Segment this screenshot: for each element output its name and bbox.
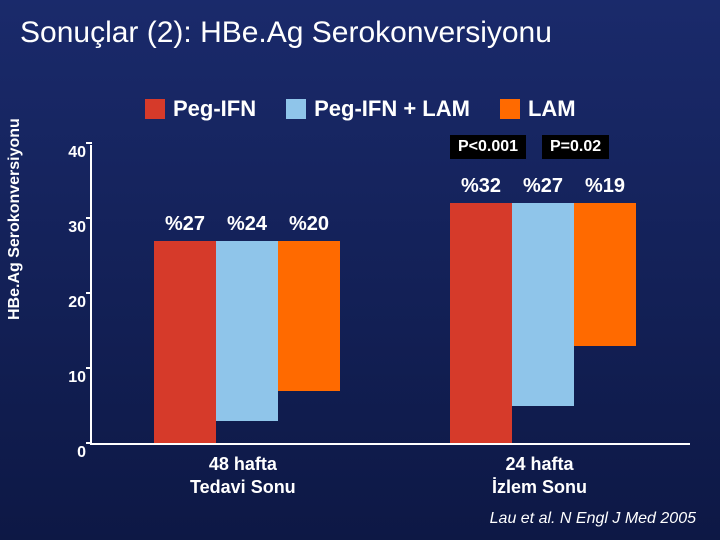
y-tick-mark xyxy=(86,442,92,444)
p-value-badge: P=0.02 xyxy=(542,135,609,159)
legend-swatch xyxy=(145,99,165,119)
x-axis-label: 48 haftaTedavi Sonu xyxy=(190,453,296,498)
y-tick-mark xyxy=(86,217,92,219)
legend-item: LAM xyxy=(500,96,576,122)
y-tick-mark xyxy=(86,367,92,369)
y-tick-mark xyxy=(86,142,92,144)
y-tick-mark xyxy=(86,292,92,294)
y-tick-label: 20 xyxy=(52,294,86,312)
y-axis-label: HBe.Ag Serokonversiyonu xyxy=(6,118,24,320)
bar-group: %27%24%20 xyxy=(154,241,340,444)
bar: %20 xyxy=(278,241,340,391)
legend-item: Peg-IFN xyxy=(145,96,256,122)
legend: Peg-IFN Peg-IFN + LAM LAM xyxy=(145,96,576,122)
bar-value-label: %27 xyxy=(523,175,563,198)
legend-item: Peg-IFN + LAM xyxy=(286,96,470,122)
bar-value-label: %24 xyxy=(227,213,267,236)
legend-label: LAM xyxy=(528,96,576,122)
legend-swatch xyxy=(286,99,306,119)
bar-value-label: %32 xyxy=(461,175,501,198)
p-value-badge: P<0.001 xyxy=(450,135,526,159)
citation: Lau et al. N Engl J Med 2005 xyxy=(490,510,696,528)
bar-value-label: %27 xyxy=(165,213,205,236)
bar: %24 xyxy=(216,241,278,421)
bar-value-label: %19 xyxy=(585,175,625,198)
legend-label: Peg-IFN xyxy=(173,96,256,122)
page-title: Sonuçlar (2): HBe.Ag Serokonversiyonu xyxy=(20,16,552,50)
bar: %27 xyxy=(512,203,574,406)
bar: %19 xyxy=(574,203,636,346)
y-tick-label: 30 xyxy=(52,219,86,237)
legend-label: Peg-IFN + LAM xyxy=(314,96,470,122)
bar: %27 xyxy=(154,241,216,444)
y-tick-label: 10 xyxy=(52,369,86,387)
bar: %32 xyxy=(450,203,512,443)
legend-swatch xyxy=(500,99,520,119)
x-axis-label: 24 haftaİzlem Sonu xyxy=(492,453,587,498)
y-tick-label: 40 xyxy=(52,144,86,162)
bar-value-label: %20 xyxy=(289,213,329,236)
bar-group: %32%27%19 xyxy=(450,203,636,443)
y-tick-label: 0 xyxy=(52,444,86,462)
chart-plot-area: 010203040%27%24%2048 haftaTedavi Sonu%32… xyxy=(90,145,690,445)
